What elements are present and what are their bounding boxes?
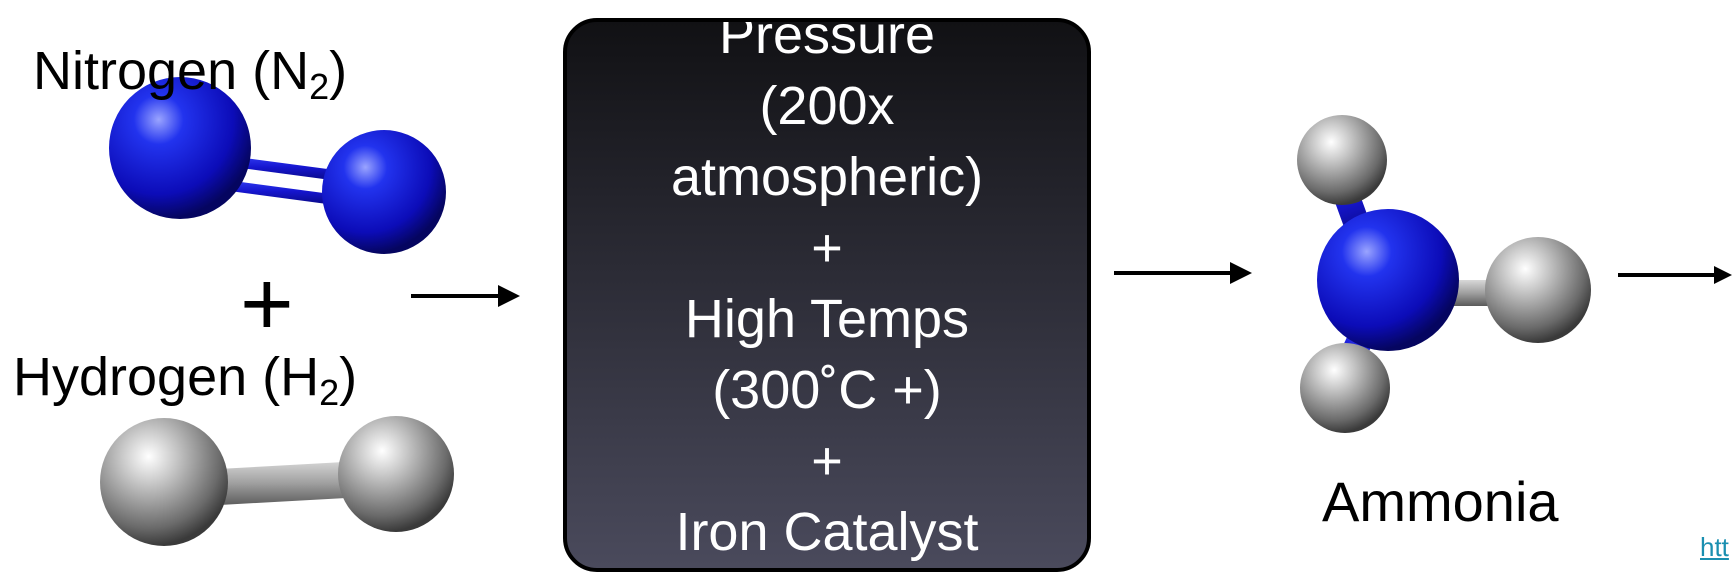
process-line: Pressure bbox=[718, 18, 936, 65]
arrow-icon bbox=[411, 285, 520, 307]
process-line: + bbox=[811, 218, 843, 278]
ammonia-label: Ammonia bbox=[1322, 470, 1559, 533]
arrow-icon bbox=[1114, 262, 1252, 284]
plus-sign: + bbox=[240, 253, 294, 355]
arrow-icon bbox=[1618, 266, 1732, 284]
process-line: (200x bbox=[759, 76, 895, 136]
hydrogen-label-close: ) bbox=[339, 347, 358, 407]
nitrogen-label-text: Nitrogen (N bbox=[33, 41, 310, 101]
ammonia-molecule-icon bbox=[1297, 115, 1591, 433]
hydrogen-molecule-icon bbox=[100, 416, 454, 546]
nitrogen-label-close: ) bbox=[329, 41, 348, 101]
nitrogen-subscript: 2 bbox=[309, 66, 330, 107]
nitrogen-label: Nitrogen (N2) bbox=[33, 41, 348, 105]
process-line: Iron Catalyst bbox=[675, 502, 979, 562]
process-line: (300˚C +) bbox=[712, 360, 942, 420]
hydrogen-subscript: 2 bbox=[319, 372, 340, 413]
hydrogen-label-text: Hydrogen (H bbox=[13, 347, 320, 407]
source-link[interactable]: htt bbox=[1700, 532, 1729, 562]
nitrogen-molecule-icon bbox=[109, 77, 446, 254]
process-line: atmospheric) bbox=[670, 147, 984, 207]
process-conditions-box: Pressure (200x atmospheric) + High Temps… bbox=[563, 18, 1091, 572]
process-conditions-text: Pressure (200x atmospheric) + High Temps… bbox=[567, 18, 1087, 568]
process-line: High Temps bbox=[684, 289, 970, 349]
process-line: + bbox=[811, 431, 843, 491]
hydrogen-label: Hydrogen (H2) bbox=[13, 347, 358, 411]
